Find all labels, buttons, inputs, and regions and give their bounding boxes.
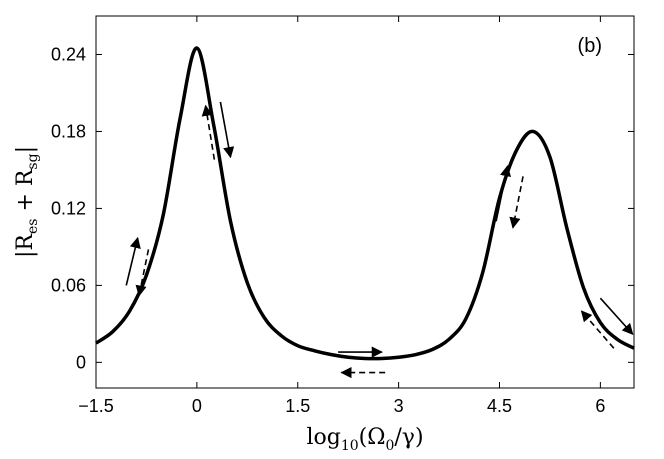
solid-arrow <box>125 236 141 286</box>
axis-ticks <box>95 16 634 388</box>
dashed-arrow <box>201 104 216 160</box>
y-tick-label: 0.18 <box>51 121 86 141</box>
dashed-arrow <box>580 310 615 349</box>
y-axis-label: |Res + Rsg| <box>13 146 41 258</box>
y-tick-label: 0.12 <box>51 198 86 218</box>
series-line <box>95 46 635 361</box>
y-tick-label: 0.24 <box>51 44 86 64</box>
x-tick-label: 4.5 <box>487 396 512 416</box>
x-tick-label: 0 <box>192 396 202 416</box>
dashed-arrow <box>509 176 524 229</box>
y-tick-label: 0.06 <box>51 275 86 295</box>
dashed-arrow <box>135 249 150 297</box>
axis-tick-labels: −1.5 0 1.5 3 4.5 6 0 0.06 0.12 0.18 0.24 <box>51 44 605 416</box>
x-tick-label: 3 <box>394 396 404 416</box>
x-tick-label: 6 <box>595 396 605 416</box>
plot-frame <box>95 15 635 389</box>
x-axis-label: log10(Ω0/γ) <box>306 425 423 454</box>
x-tick-label: 1.5 <box>285 396 310 416</box>
solid-arrow <box>219 101 235 159</box>
panel-label: (b) <box>578 35 602 57</box>
solid-arrow <box>599 297 634 335</box>
y-tick-label: 0 <box>76 352 86 372</box>
solid-arrow <box>495 164 512 222</box>
annotation-arrows <box>125 101 634 379</box>
x-tick-label: −1.5 <box>78 396 114 416</box>
